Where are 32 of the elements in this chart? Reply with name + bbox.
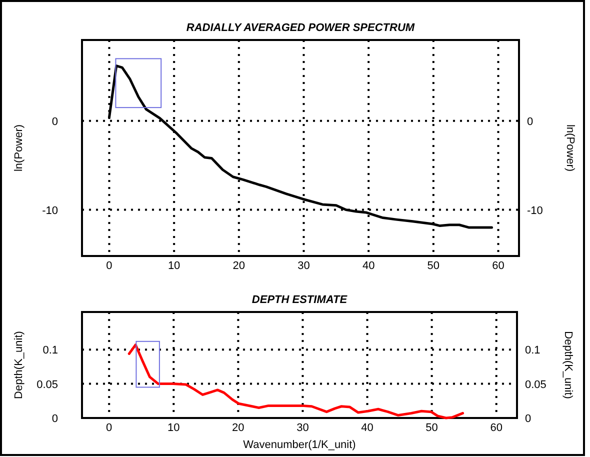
x-tick-label: 60 xyxy=(490,422,502,434)
x-tick-label: 50 xyxy=(427,260,440,272)
y2-tick-label: 0 xyxy=(525,413,532,425)
x-tick-label: 0 xyxy=(106,422,112,434)
y2-tick-label: 0.05 xyxy=(525,378,546,391)
chart-title: DEPTH ESTIMATE xyxy=(252,294,348,306)
x-tick-label: 30 xyxy=(298,260,310,272)
y-axis-title: ln(Power) xyxy=(13,124,25,172)
y2-axis-title: ln(Power) xyxy=(564,124,576,172)
x-axis-title: Wavenumber(1/K_unit) xyxy=(243,439,356,451)
y2-tick-label: -10 xyxy=(527,204,543,217)
x-tick-label: 10 xyxy=(168,260,180,272)
x-tick-label: 10 xyxy=(168,422,180,434)
y2-axis-title: Depth(K_unit) xyxy=(562,331,574,399)
y-tick-label: 0 xyxy=(52,116,58,128)
x-tick-label: 40 xyxy=(361,422,374,434)
line-series xyxy=(128,344,464,420)
chart-title: RADIALLY AVERAGED POWER SPECTRUM xyxy=(186,22,416,34)
x-tick-label: 60 xyxy=(492,260,504,272)
y-axis-title: Depth(K_unit) xyxy=(13,331,25,399)
x-tick-label: 20 xyxy=(232,422,244,434)
y-tick-label: 0.1 xyxy=(42,344,58,357)
y2-tick-label: 0 xyxy=(527,116,534,128)
y-tick-label: 0 xyxy=(52,413,58,425)
x-tick-label: 0 xyxy=(106,260,112,272)
y-tick-label: -10 xyxy=(42,204,58,217)
x-tick-label: 30 xyxy=(296,422,309,434)
y2-tick-label: 0.1 xyxy=(525,344,540,357)
x-tick-label: 20 xyxy=(232,260,246,272)
x-tick-label: 40 xyxy=(362,260,375,272)
x-tick-label: 50 xyxy=(426,422,438,434)
y-tick-label: 0.05 xyxy=(36,378,58,391)
